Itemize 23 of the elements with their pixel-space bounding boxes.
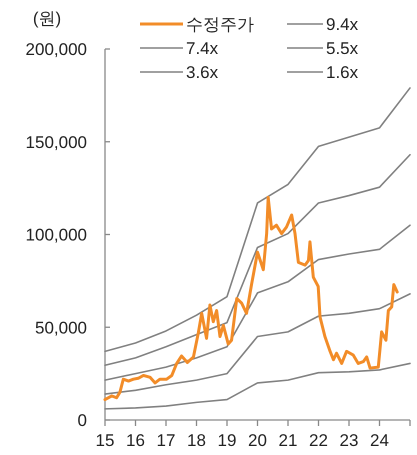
y-tick-label: 200,000 [26,40,87,59]
legend-label: 1.6x [326,63,359,82]
legend-label: 9.4x [326,15,359,34]
y-tick-label: 50,000 [35,318,87,338]
x-tick-label: 20 [248,431,267,450]
line-series [104,196,399,402]
y-axis-title: (원) [32,9,62,28]
x-tick-label: 18 [187,431,206,450]
x-tick-label: 17 [156,431,176,450]
x-tick-label: 16 [126,431,145,450]
legend-label: 5.5x [326,39,359,58]
x-tick-label: 15 [96,431,114,450]
legend-label: 7.4x [186,39,219,58]
y-tick-label: 0 [78,411,87,430]
y-tick-label: 100,000 [26,226,87,244]
x-tick-label: 23 [340,431,358,450]
y-tick-label: 150,000 [26,132,87,152]
legend-label: 3.6x [186,63,219,82]
x-tick-label: 21 [278,431,298,450]
x-tick-label: 19 [218,431,236,450]
x-tick-label: 24 [370,431,389,450]
legend-label: 수정주가 [186,15,254,34]
x-tick-label: 22 [309,431,328,450]
